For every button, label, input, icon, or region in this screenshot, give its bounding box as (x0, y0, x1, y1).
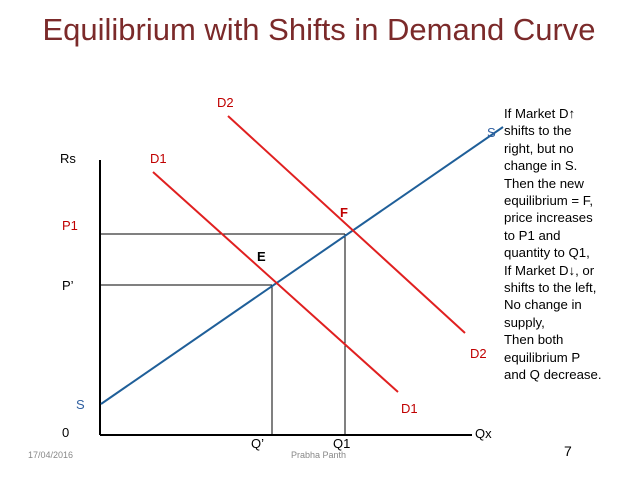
demand-curve-d2 (227, 115, 466, 334)
price-label-p1: P1 (62, 218, 78, 233)
equilibrium-point-e: E (257, 249, 266, 264)
quantity-label-q1: Q1 (333, 436, 350, 451)
demand-d2-label-bottom: D2 (470, 346, 487, 361)
note-line: Then the new (504, 175, 584, 191)
supply-label-bottom: S (76, 397, 85, 412)
note-line: to P1 and (504, 227, 561, 243)
demand-d1-label-bottom: D1 (401, 401, 418, 416)
note-line: and Q decrease. (504, 367, 602, 383)
note-line: shifts to the (504, 123, 572, 139)
y-axis-label: Rs (60, 151, 76, 166)
note-line: Then both (504, 332, 564, 348)
footer-date: 17/04/2016 (28, 450, 74, 460)
quantity-label-q-prime: Q’ (251, 436, 264, 451)
note-line: right, but no (504, 140, 574, 156)
note-line: If Market D↑ (504, 106, 576, 121)
slide-title: Equilibrium with Shifts in Demand Curve (42, 12, 596, 47)
supply-curve (100, 126, 504, 405)
equilibrium-point-f: F (340, 205, 348, 220)
demand-d2-label-top: D2 (217, 95, 234, 110)
footer-author: Prabha Panth (291, 450, 347, 460)
note-line: supply, (504, 314, 545, 330)
demand-d1-label-top: D1 (150, 151, 167, 166)
x-axis-label: Qx (475, 426, 492, 441)
note-line: shifts to the left, (504, 280, 597, 296)
page-number: 7 (564, 443, 572, 459)
note-line: If Market D↓, or (504, 262, 595, 278)
note-line: change in S. (504, 158, 578, 174)
explanation-note: If Market D↑ shifts to the right, but no… (504, 105, 632, 384)
note-line: equilibrium = F, (504, 193, 594, 209)
note-line: No change in (504, 297, 582, 313)
note-line: quantity to Q1, (504, 245, 590, 261)
demand-curve-d1 (152, 171, 399, 393)
price-label-p-prime: P’ (62, 278, 74, 293)
note-line: price increases (504, 210, 593, 226)
origin-label: 0 (62, 425, 69, 440)
note-line: equilibrium P (504, 349, 581, 365)
supply-label-top: S (487, 125, 496, 140)
